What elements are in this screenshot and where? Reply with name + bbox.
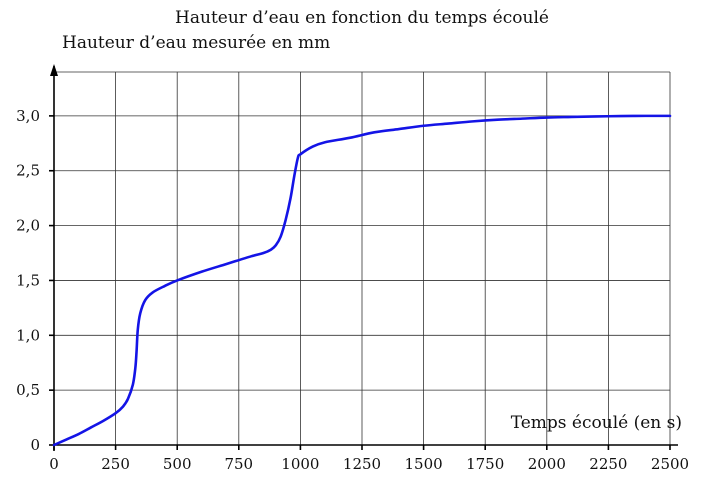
y-tick-label: 2,5: [16, 162, 40, 180]
x-tick-label: 1750: [466, 455, 504, 473]
tick-labels: 0 250 500 750 1000 1250 1500 1750 2000 2250 2500 0 0…: [16, 107, 689, 473]
series: [52, 114, 672, 447]
y-tick-label: 0,5: [16, 381, 40, 399]
x-tick-label: 2250: [589, 455, 627, 473]
y-tick-label: 0: [30, 436, 40, 454]
y-tick-label: 1,5: [16, 271, 40, 289]
x-tick-label: 2000: [528, 455, 566, 473]
x-tick-label: 2500: [651, 455, 689, 473]
chart-title: Hauteur d’eau en fonction du temps écoul…: [175, 8, 549, 28]
y-axis-arrow: [50, 64, 58, 76]
grid: [54, 71, 671, 445]
x-axis-label: Temps écoulé (en s): [511, 413, 682, 433]
x-tick-label: 1500: [405, 455, 443, 473]
y-tick-label: 2,0: [16, 217, 40, 235]
x-tick-label: 0: [49, 455, 59, 473]
x-tick-label: 750: [224, 455, 253, 473]
series-line-0: [52, 114, 672, 447]
x-tick-label: 1000: [281, 455, 319, 473]
x-tick-label: 1250: [343, 455, 381, 473]
y-axis-label: Hauteur d’eau mesurée en mm: [62, 33, 330, 53]
axes: [49, 64, 678, 451]
x-tick-label: 500: [163, 455, 192, 473]
y-tick-label: 3,0: [16, 107, 40, 125]
x-tick-label: 250: [101, 455, 130, 473]
y-tick-label: 1,0: [16, 326, 40, 344]
